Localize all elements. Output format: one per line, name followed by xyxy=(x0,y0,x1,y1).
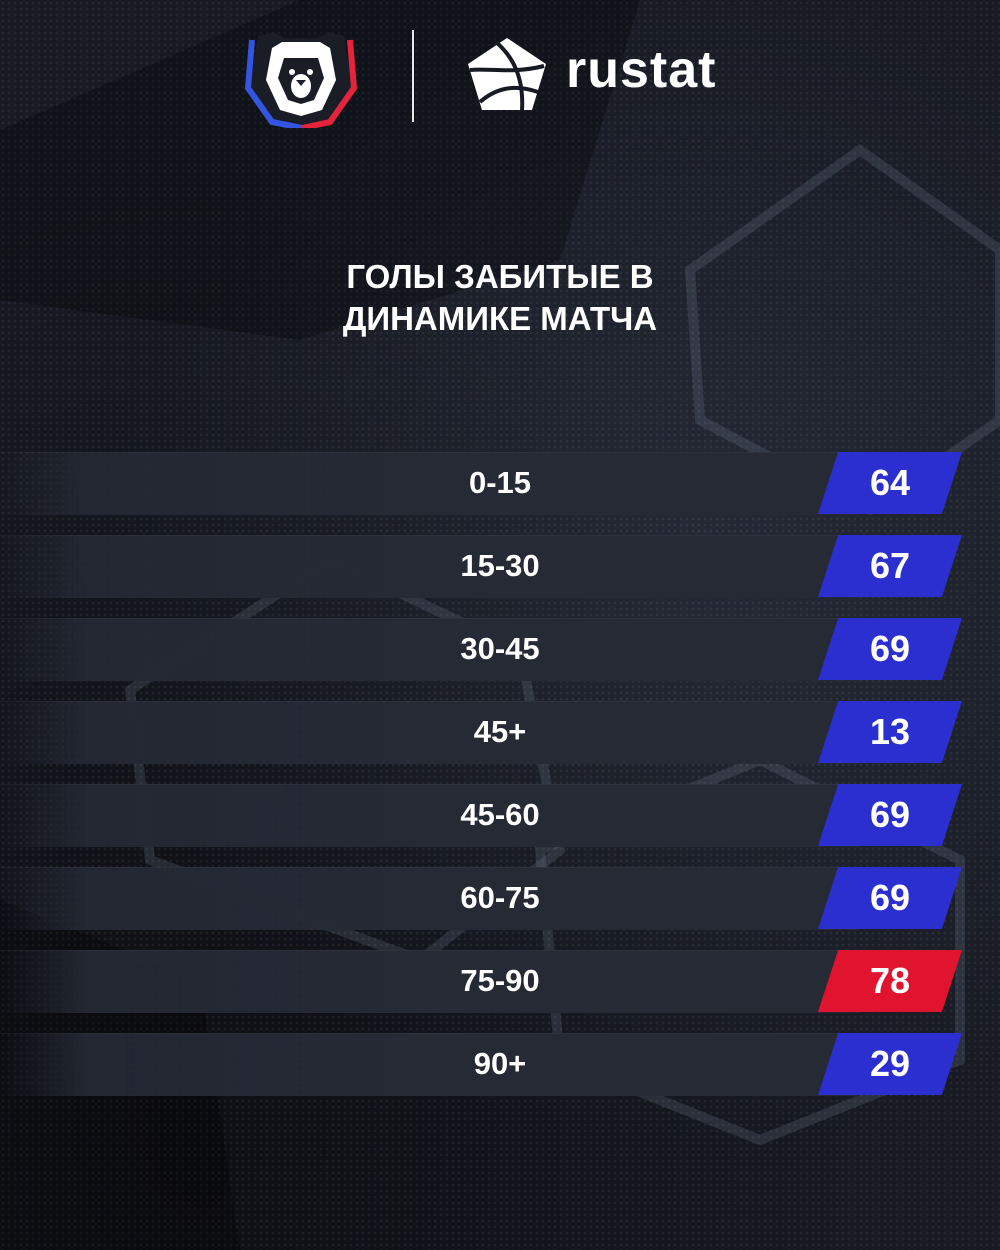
interval-label: 45+ xyxy=(473,714,527,749)
table-row: 90+ 29 xyxy=(0,1033,1000,1097)
interval-label: 0-15 xyxy=(468,465,532,500)
row-bar xyxy=(0,618,860,681)
goals-value: 13 xyxy=(869,711,911,752)
value-badge xyxy=(818,867,962,929)
value-badge xyxy=(818,784,962,846)
table-row: 45-60 69 xyxy=(0,784,1000,848)
row-bar xyxy=(0,701,860,764)
row-bar xyxy=(0,867,860,930)
goals-value: 69 xyxy=(869,794,911,835)
interval-label: 90+ xyxy=(473,1046,527,1081)
rpl-bear-shield-icon xyxy=(244,32,358,128)
row-bar xyxy=(0,950,860,1013)
row-bar xyxy=(0,452,860,515)
goals-value: 69 xyxy=(869,628,911,669)
table-row: 60-75 69 xyxy=(0,867,1000,931)
value-badge xyxy=(818,1033,962,1095)
value-badge xyxy=(818,452,962,514)
rustat-ball-icon xyxy=(468,38,546,111)
table-row: 75-90 78 xyxy=(0,950,1000,1014)
table-row: 30-45 69 xyxy=(0,618,1000,682)
value-badge xyxy=(818,535,962,597)
value-badge-highlight xyxy=(818,950,962,1012)
goals-value: 64 xyxy=(869,462,911,503)
table-row: 0-15 64 xyxy=(0,452,1000,516)
table-row: 15-30 67 xyxy=(0,535,1000,599)
title-line-1: ГОЛЫ ЗАБИТЫЕ В xyxy=(346,258,654,295)
table-row: 45+ 13 xyxy=(0,701,1000,765)
header: rustat xyxy=(0,0,1000,140)
interval-label: 15-30 xyxy=(460,548,540,583)
interval-label: 30-45 xyxy=(460,631,540,666)
title-line-2: ДИНАМИКЕ МАТЧА xyxy=(342,300,658,337)
partner-name: rustat xyxy=(566,41,717,99)
row-bar xyxy=(0,784,860,847)
value-badge xyxy=(818,618,962,680)
row-bar xyxy=(0,1033,860,1096)
interval-label: 45-60 xyxy=(460,797,540,832)
goals-value: 67 xyxy=(869,545,911,586)
header-divider xyxy=(412,30,414,122)
page-title: ГОЛЫ ЗАБИТЫЕ В ДИНАМИКЕ МАТЧА xyxy=(0,256,1000,340)
value-badge xyxy=(818,701,962,763)
interval-label: 75-90 xyxy=(460,963,540,998)
goals-value: 69 xyxy=(869,877,911,918)
goals-value: 78 xyxy=(869,960,911,1001)
row-bar xyxy=(0,535,860,598)
interval-label: 60-75 xyxy=(460,880,540,915)
goals-value: 29 xyxy=(869,1043,911,1084)
